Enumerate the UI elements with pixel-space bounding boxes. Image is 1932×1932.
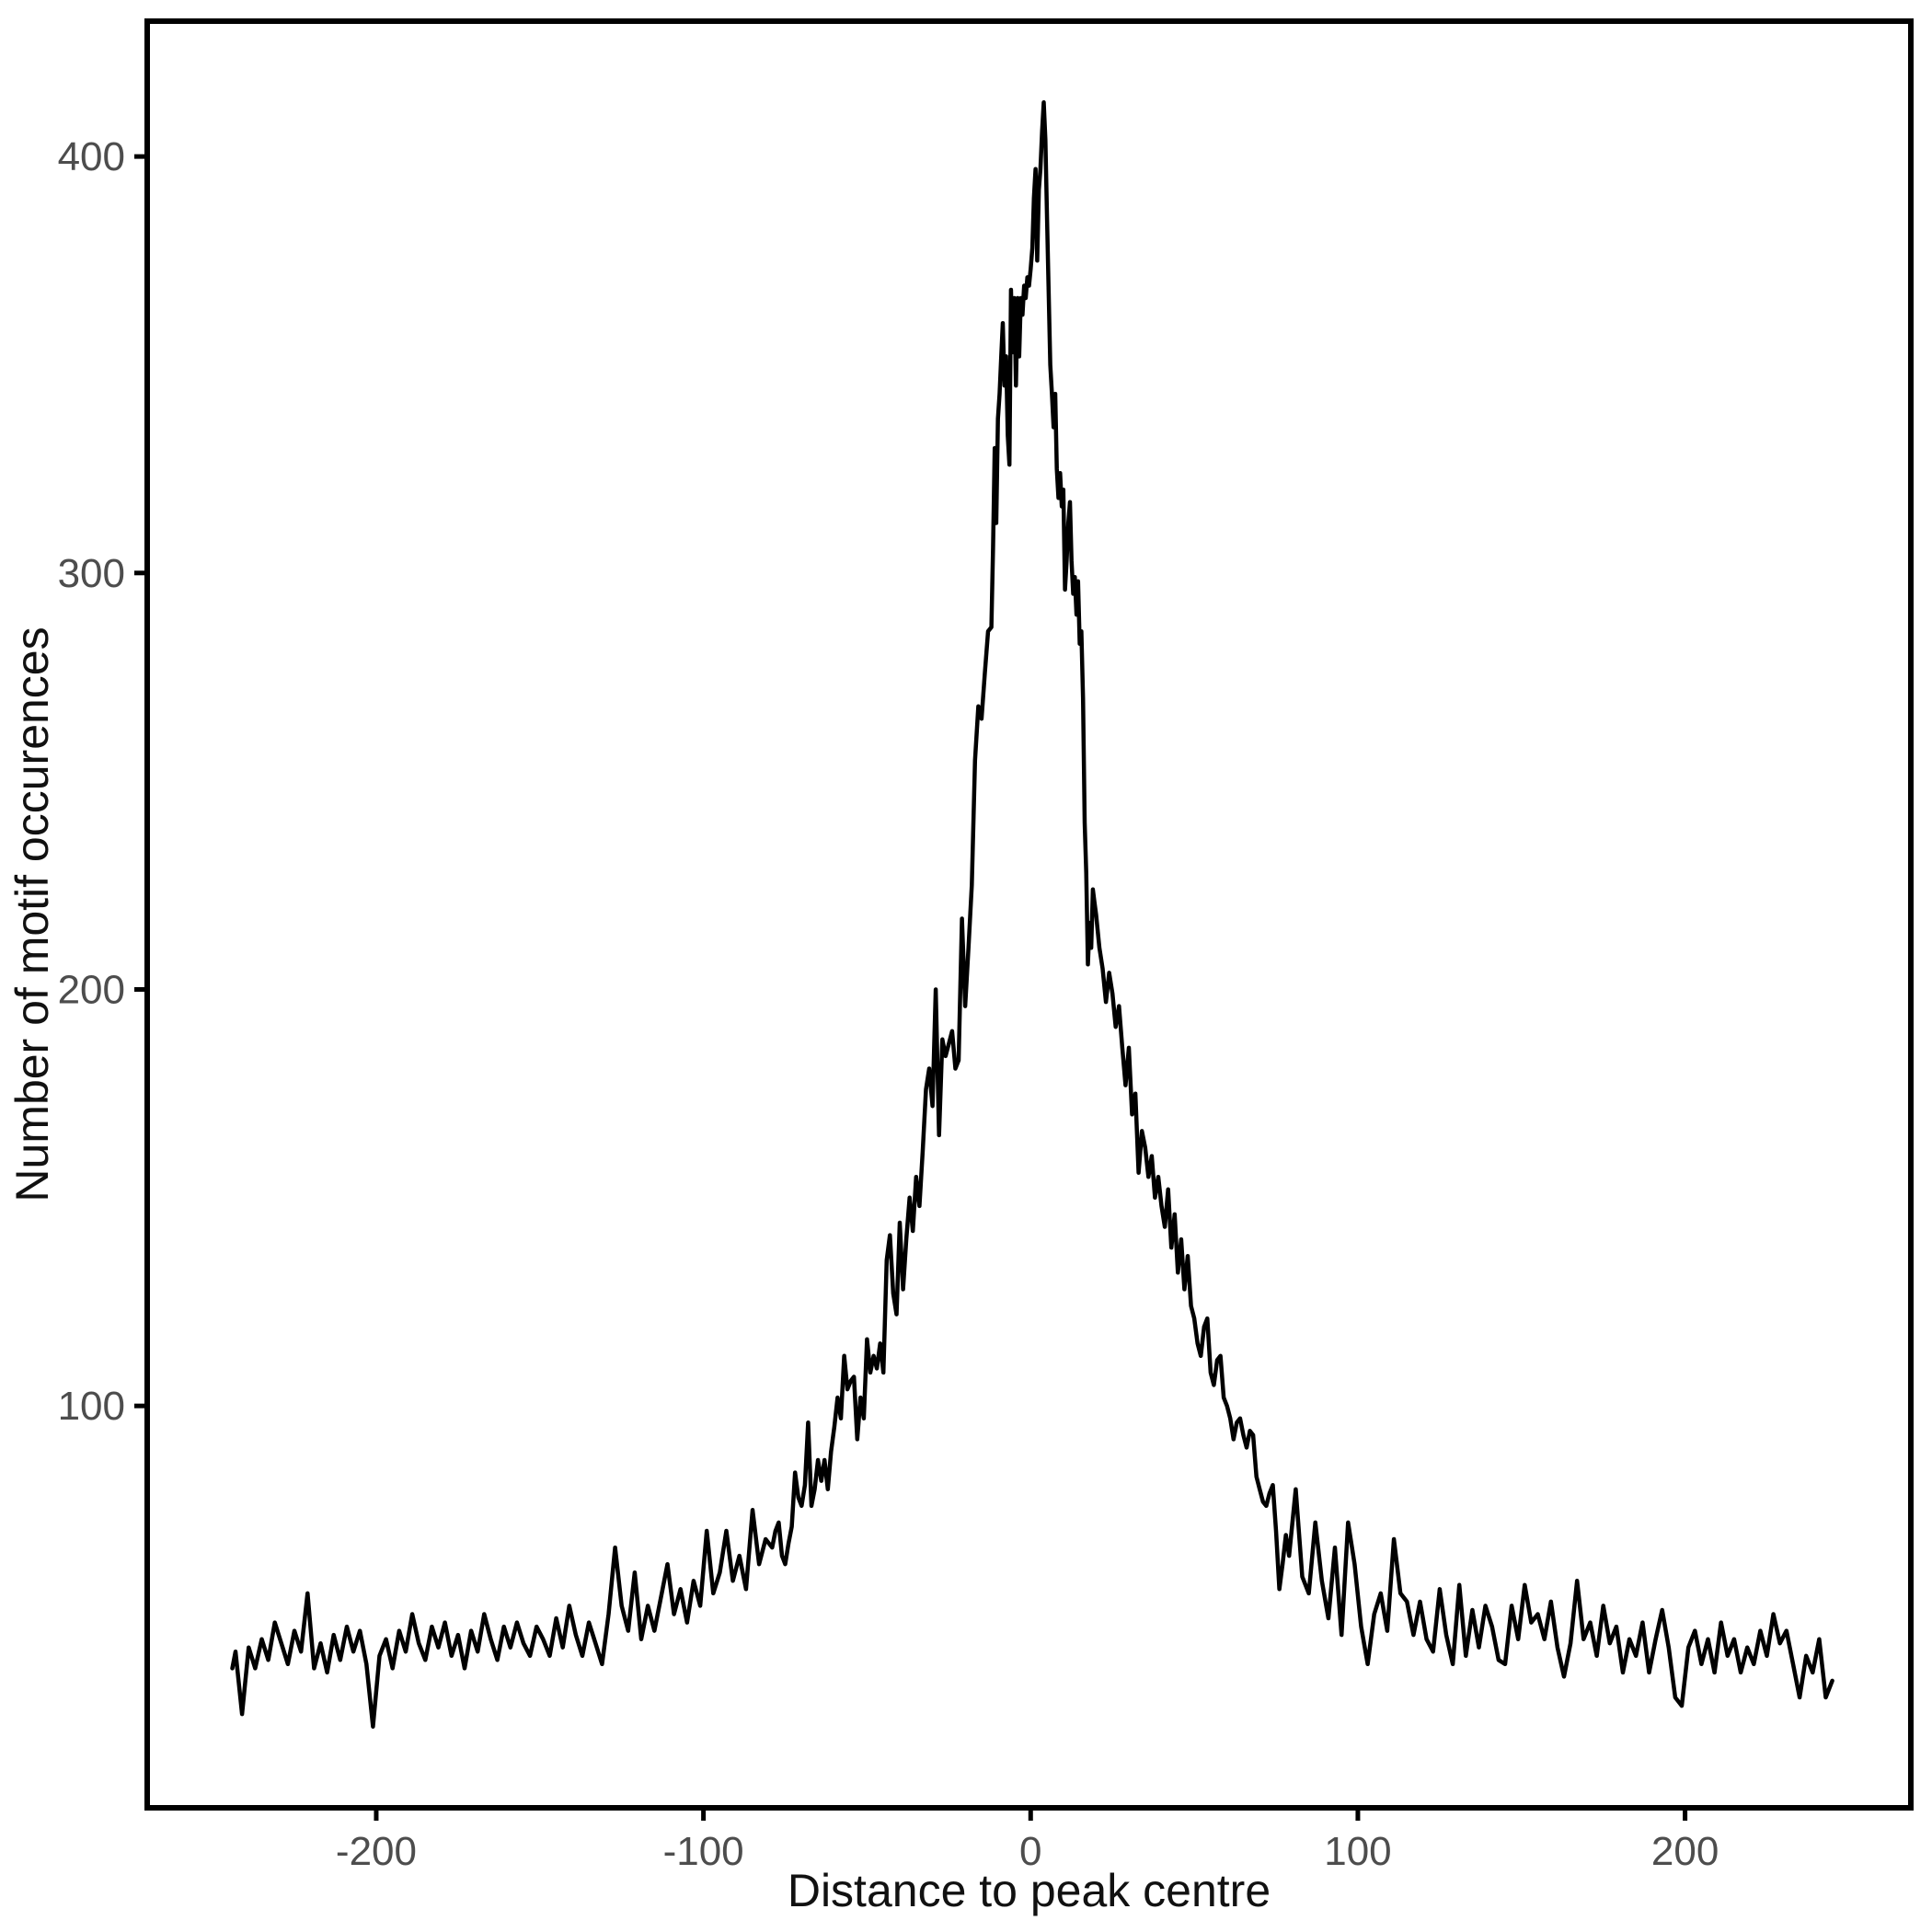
y-tick-label: 400 bbox=[58, 134, 125, 179]
panel-border bbox=[144, 18, 1914, 1811]
x-tick-label: 100 bbox=[1324, 1829, 1391, 1874]
x-tick-label: 0 bbox=[1019, 1829, 1041, 1874]
x-tick-label: 200 bbox=[1651, 1829, 1719, 1874]
y-axis-title: Number of motif occurences bbox=[6, 627, 58, 1202]
data-line bbox=[230, 100, 1834, 1729]
y-tick-label: 100 bbox=[58, 1384, 125, 1429]
x-axis-title: Distance to peak centre bbox=[788, 1865, 1271, 1916]
x-tick-label: -100 bbox=[663, 1829, 744, 1874]
y-tick-label: 200 bbox=[58, 967, 125, 1012]
y-tick-label: 300 bbox=[58, 551, 125, 596]
x-tick-label: -200 bbox=[336, 1829, 417, 1874]
